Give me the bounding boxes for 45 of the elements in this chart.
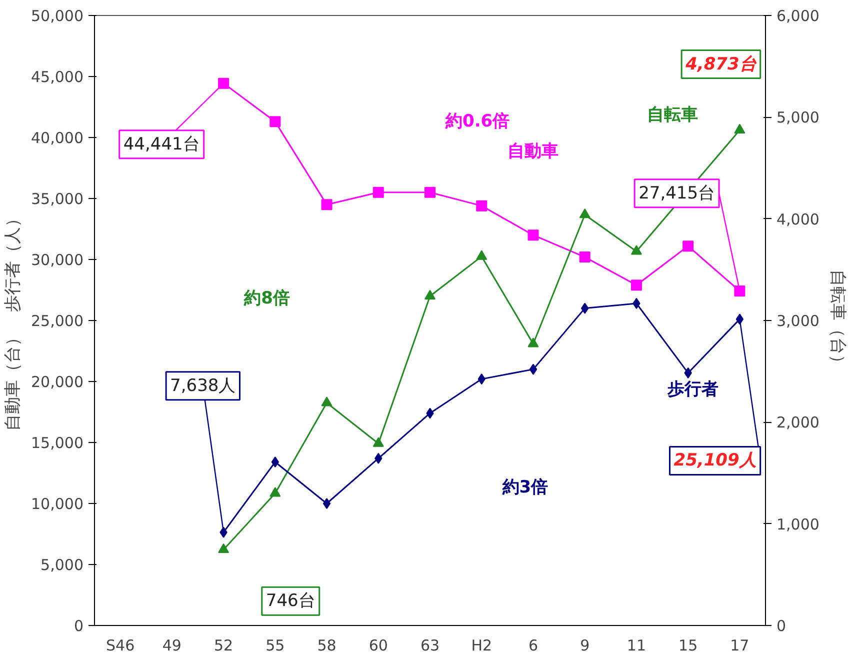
x-tick-label: H2 bbox=[471, 636, 492, 654]
y-tick-label: 15,000 bbox=[31, 434, 84, 452]
annotation: 7,638人 bbox=[170, 376, 236, 396]
y2-tick-label: 2,000 bbox=[776, 414, 820, 432]
annotation: 4,873台 bbox=[684, 54, 758, 74]
x-tick-label: 52 bbox=[214, 636, 234, 654]
y-tick-label: 20,000 bbox=[31, 373, 84, 391]
x-tick-label: 15 bbox=[678, 636, 698, 654]
y2-axis-title: 自転車（台） bbox=[827, 270, 848, 372]
annotation: 746台 bbox=[266, 591, 316, 612]
y2-tick-label: 4,000 bbox=[776, 210, 820, 228]
text: 自動車 bbox=[507, 142, 558, 162]
y2-tick-label: 0 bbox=[776, 617, 786, 635]
y-tick-label: 45,000 bbox=[31, 68, 84, 86]
annotation: 約8倍 bbox=[243, 288, 290, 308]
text: 自転車 bbox=[646, 105, 698, 126]
annotation: 約0.6倍 bbox=[444, 111, 510, 132]
x-tick-label: 9 bbox=[580, 636, 590, 654]
y-axis-title: 自動車（台） 歩行者（人） bbox=[3, 210, 24, 431]
y-tick-label: 40,000 bbox=[31, 129, 84, 147]
annotation: 25,109人 bbox=[674, 450, 756, 471]
y-tick-label: 50,000 bbox=[31, 7, 84, 25]
x-tick-label: 17 bbox=[730, 636, 750, 654]
y-tick-label: 0 bbox=[74, 617, 84, 635]
y-tick-label: 30,000 bbox=[31, 251, 84, 269]
x-tick-label: S46 bbox=[106, 636, 135, 654]
x-tick-label: 49 bbox=[162, 636, 182, 654]
annotation: 約3倍 bbox=[501, 477, 548, 498]
y2-tick-label: 6,000 bbox=[776, 7, 820, 25]
annotation: 44,441台 bbox=[123, 134, 200, 154]
x-tick-label: 11 bbox=[626, 636, 646, 654]
y-tick-label: 35,000 bbox=[31, 190, 84, 208]
y2-tick-label: 3,000 bbox=[776, 312, 820, 330]
y-tick-label: 10,000 bbox=[31, 495, 84, 513]
x-tick-label: 58 bbox=[317, 636, 336, 654]
x-tick-label: 60 bbox=[368, 636, 388, 654]
y-tick-label: 5,000 bbox=[40, 556, 84, 574]
y2-tick-label: 5,000 bbox=[776, 108, 820, 127]
annotation: 27,415台 bbox=[638, 183, 716, 204]
x-tick-label: 55 bbox=[266, 636, 285, 654]
y-tick-label: 25,000 bbox=[31, 312, 84, 330]
y2-tick-label: 1,000 bbox=[776, 515, 820, 534]
series-label: 歩行者 bbox=[666, 380, 718, 400]
x-tick-label: 6 bbox=[528, 636, 538, 654]
x-tick-label: 63 bbox=[420, 636, 440, 654]
